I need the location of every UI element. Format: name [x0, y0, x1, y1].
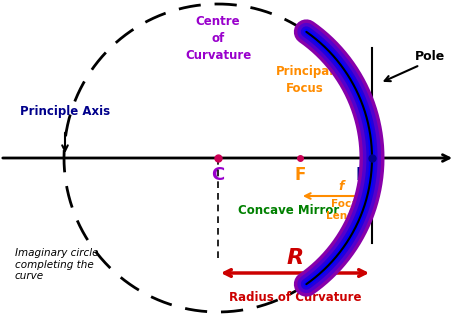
- Text: F: F: [294, 166, 306, 184]
- Text: C: C: [212, 166, 225, 184]
- Text: Principal
Focus: Principal Focus: [276, 65, 334, 95]
- Text: Radius of Curvature: Radius of Curvature: [229, 291, 361, 304]
- Text: Imaginary circle
completing the
curve: Imaginary circle completing the curve: [15, 248, 99, 281]
- Text: R: R: [286, 248, 304, 268]
- Text: Principle Axis: Principle Axis: [20, 105, 110, 118]
- Text: Focal
Length: Focal Length: [326, 199, 366, 221]
- Text: Centre
of
Curvature: Centre of Curvature: [185, 15, 251, 62]
- Text: Concave Mirror: Concave Mirror: [238, 203, 339, 216]
- Text: Pole: Pole: [415, 50, 445, 63]
- Text: f: f: [338, 180, 344, 193]
- Text: P: P: [356, 166, 368, 184]
